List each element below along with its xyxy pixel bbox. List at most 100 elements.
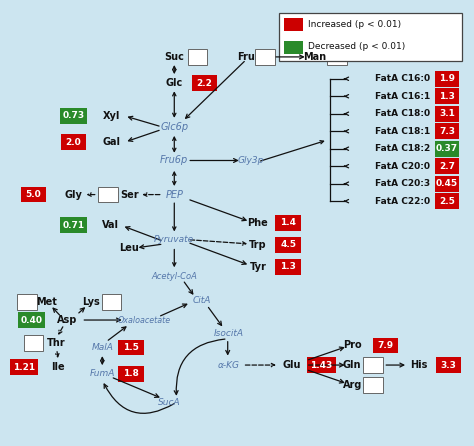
Text: FatA C22:0: FatA C22:0 bbox=[375, 197, 430, 206]
FancyBboxPatch shape bbox=[17, 294, 37, 310]
FancyBboxPatch shape bbox=[436, 357, 461, 373]
Text: 1.43: 1.43 bbox=[310, 360, 333, 370]
FancyBboxPatch shape bbox=[188, 49, 207, 65]
Text: PEP: PEP bbox=[165, 190, 183, 200]
Text: 2.0: 2.0 bbox=[65, 138, 82, 147]
Text: His: His bbox=[410, 360, 428, 370]
Text: Ile: Ile bbox=[51, 362, 65, 372]
Text: Pyruvate: Pyruvate bbox=[154, 235, 194, 244]
FancyBboxPatch shape bbox=[307, 357, 336, 373]
Text: Val: Val bbox=[102, 220, 119, 230]
Text: Oxaloacetate: Oxaloacetate bbox=[118, 315, 171, 325]
Text: 1.3: 1.3 bbox=[280, 262, 296, 271]
Text: 1.21: 1.21 bbox=[13, 363, 35, 372]
Text: 1.4: 1.4 bbox=[280, 219, 296, 227]
Text: 1.5: 1.5 bbox=[123, 343, 139, 352]
FancyBboxPatch shape bbox=[435, 88, 459, 104]
FancyBboxPatch shape bbox=[364, 377, 383, 392]
Text: α-KG: α-KG bbox=[218, 360, 240, 370]
FancyBboxPatch shape bbox=[435, 124, 459, 139]
Text: 1.3: 1.3 bbox=[439, 92, 455, 101]
Text: 2.2: 2.2 bbox=[197, 78, 212, 87]
Text: Asp: Asp bbox=[57, 315, 78, 325]
Text: Glc6p: Glc6p bbox=[160, 122, 188, 132]
FancyBboxPatch shape bbox=[435, 193, 459, 209]
FancyBboxPatch shape bbox=[275, 215, 301, 231]
Text: FatA C16:1: FatA C16:1 bbox=[375, 92, 430, 101]
Text: Arg: Arg bbox=[343, 380, 362, 390]
Text: Xyl: Xyl bbox=[103, 111, 120, 121]
Text: Glc: Glc bbox=[166, 78, 183, 88]
Text: Gal: Gal bbox=[102, 137, 120, 147]
Text: Increased (p < 0.01): Increased (p < 0.01) bbox=[308, 20, 401, 29]
Text: 4.5: 4.5 bbox=[280, 240, 296, 249]
FancyBboxPatch shape bbox=[435, 71, 459, 87]
FancyBboxPatch shape bbox=[118, 366, 144, 382]
FancyBboxPatch shape bbox=[435, 141, 459, 157]
Text: 0.37: 0.37 bbox=[436, 144, 458, 153]
Text: Ser: Ser bbox=[120, 190, 138, 200]
Text: 0.73: 0.73 bbox=[63, 112, 84, 120]
Text: 0.40: 0.40 bbox=[21, 315, 43, 325]
Text: FatA C18:1: FatA C18:1 bbox=[375, 127, 430, 136]
FancyBboxPatch shape bbox=[435, 106, 459, 122]
Text: Suc: Suc bbox=[164, 52, 184, 62]
Text: FatA C20:3: FatA C20:3 bbox=[375, 179, 430, 188]
FancyBboxPatch shape bbox=[18, 312, 45, 328]
Text: Gly3p: Gly3p bbox=[238, 156, 264, 165]
FancyBboxPatch shape bbox=[435, 176, 459, 191]
Text: Gln: Gln bbox=[343, 360, 362, 370]
FancyBboxPatch shape bbox=[102, 294, 121, 310]
FancyBboxPatch shape bbox=[60, 108, 87, 124]
Text: 3.1: 3.1 bbox=[439, 109, 455, 118]
FancyBboxPatch shape bbox=[284, 18, 303, 31]
Text: IsocitA: IsocitA bbox=[214, 329, 244, 338]
Text: 3.3: 3.3 bbox=[440, 360, 456, 370]
Text: Acetyl-CoA: Acetyl-CoA bbox=[151, 272, 197, 281]
FancyBboxPatch shape bbox=[275, 237, 301, 253]
FancyBboxPatch shape bbox=[60, 217, 87, 233]
Text: Fru6p: Fru6p bbox=[160, 156, 188, 165]
FancyBboxPatch shape bbox=[255, 49, 274, 65]
FancyBboxPatch shape bbox=[98, 187, 118, 202]
Text: 0.45: 0.45 bbox=[436, 179, 458, 188]
FancyBboxPatch shape bbox=[191, 75, 217, 91]
FancyBboxPatch shape bbox=[275, 259, 301, 275]
Text: CitA: CitA bbox=[193, 296, 211, 306]
Text: FatA C18:0: FatA C18:0 bbox=[375, 109, 430, 118]
FancyBboxPatch shape bbox=[10, 359, 38, 375]
Text: FumA: FumA bbox=[90, 369, 115, 378]
Text: Glu: Glu bbox=[283, 360, 301, 370]
Text: 5.0: 5.0 bbox=[26, 190, 41, 199]
Text: MalA: MalA bbox=[91, 343, 113, 352]
FancyBboxPatch shape bbox=[279, 13, 462, 61]
FancyBboxPatch shape bbox=[364, 357, 383, 373]
Text: Pro: Pro bbox=[343, 340, 362, 351]
Text: 2.7: 2.7 bbox=[439, 162, 455, 171]
Text: Tyr: Tyr bbox=[249, 262, 266, 272]
Text: 7.9: 7.9 bbox=[378, 341, 394, 350]
Text: 1.8: 1.8 bbox=[123, 369, 139, 378]
Text: 1.9: 1.9 bbox=[439, 74, 455, 83]
Text: Met: Met bbox=[36, 297, 57, 307]
Text: FatA C20:0: FatA C20:0 bbox=[375, 162, 430, 171]
Text: FatA C16:0: FatA C16:0 bbox=[375, 74, 430, 83]
Text: Leu: Leu bbox=[119, 243, 139, 253]
FancyBboxPatch shape bbox=[435, 158, 459, 174]
FancyBboxPatch shape bbox=[118, 340, 144, 355]
Text: Trp: Trp bbox=[249, 240, 267, 250]
FancyBboxPatch shape bbox=[61, 134, 86, 150]
FancyBboxPatch shape bbox=[327, 49, 346, 65]
Text: Phe: Phe bbox=[247, 218, 268, 228]
Text: 2.5: 2.5 bbox=[439, 197, 455, 206]
FancyBboxPatch shape bbox=[373, 338, 399, 353]
Text: FatA C18:2: FatA C18:2 bbox=[375, 144, 430, 153]
Text: 0.71: 0.71 bbox=[63, 221, 84, 230]
FancyBboxPatch shape bbox=[24, 335, 43, 351]
Text: Decreased (p < 0.01): Decreased (p < 0.01) bbox=[308, 42, 405, 51]
Text: Lys: Lys bbox=[82, 297, 100, 307]
Text: Man: Man bbox=[303, 52, 327, 62]
FancyBboxPatch shape bbox=[284, 41, 303, 54]
Text: SucA: SucA bbox=[158, 398, 181, 407]
Text: Fru: Fru bbox=[237, 52, 255, 62]
